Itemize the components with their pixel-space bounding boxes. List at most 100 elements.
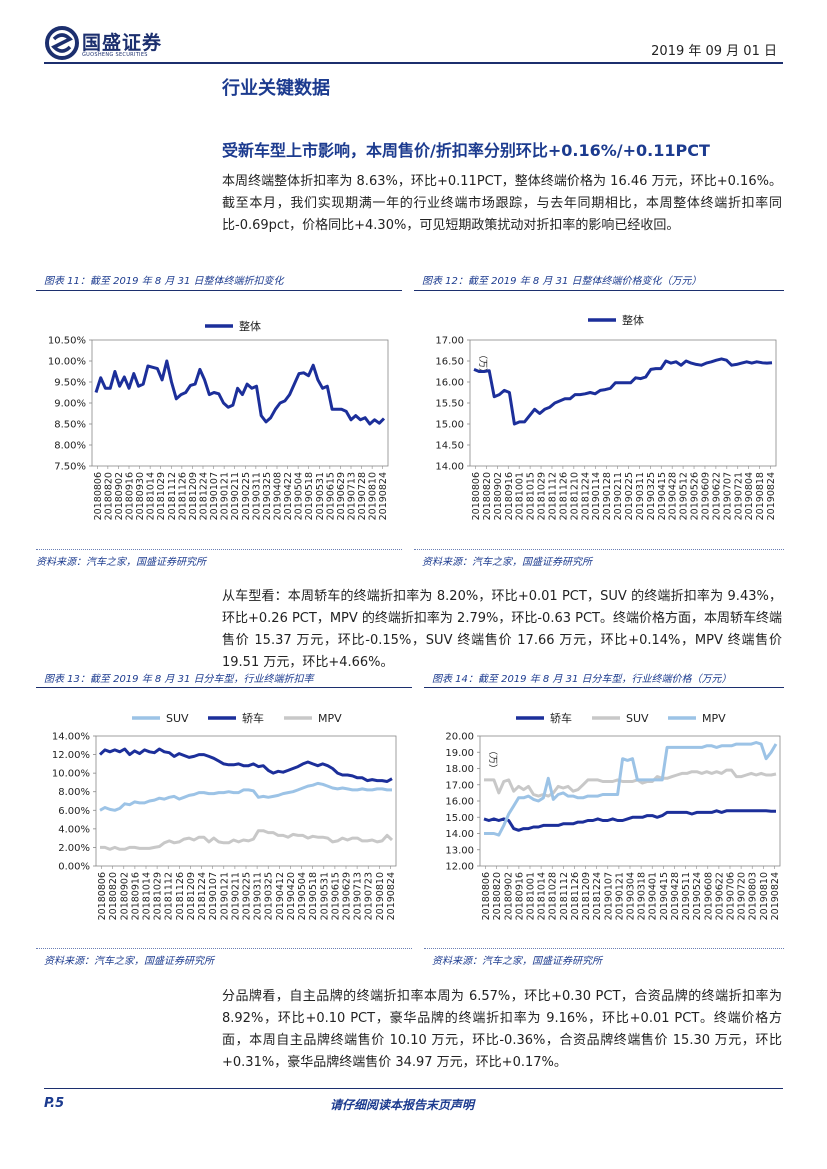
x-tick-label: 20190803	[748, 872, 759, 920]
x-tick-label: 20181209	[581, 872, 592, 920]
plot-frame	[91, 339, 389, 467]
y-tick-label: 10.50%	[48, 336, 86, 347]
x-tick-label: 20180806	[93, 472, 104, 520]
x-tick-label: 20181209	[186, 872, 197, 920]
legend-label: 整体	[622, 313, 644, 327]
y-tick-label: 16.00	[435, 378, 464, 389]
x-tick-label: 20190325	[262, 472, 273, 520]
x-tick-label: 20181014	[146, 472, 157, 520]
x-tick-label: 20190121	[220, 472, 231, 520]
x-tick-label: 20190428	[668, 472, 679, 520]
x-tick-label: 20181015	[526, 472, 537, 520]
y-tick-label: 15.00	[445, 813, 474, 824]
x-tick-label: 20181224	[592, 872, 603, 920]
y-tick-label: 19.00	[445, 748, 474, 759]
y-tick-label: 9.00%	[54, 399, 86, 410]
x-tick-label: 20190622	[711, 472, 722, 520]
x-tick-label: 20190128	[602, 472, 613, 520]
y-tick-label: 12.00	[445, 862, 474, 873]
x-tick-label: 20181126	[177, 472, 188, 520]
x-tick-label: 20190810	[375, 872, 386, 920]
x-tick-label: 20190401	[648, 872, 659, 920]
x-tick-label: 20180916	[514, 872, 525, 920]
x-tick-label: 20190818	[755, 472, 766, 520]
x-tick-label: 20181224	[197, 872, 208, 920]
y-tick-label: 6.00%	[58, 806, 90, 817]
x-tick-label: 20180820	[492, 872, 503, 920]
y-tick-label: 2.00%	[58, 843, 90, 854]
x-tick-label: 20181029	[156, 472, 167, 520]
x-tick-label: 20190304	[626, 872, 637, 920]
x-tick-label: 20190121	[219, 872, 230, 920]
x-tick-label: 20181112	[164, 872, 175, 920]
x-tick-label: 20190428	[670, 872, 681, 920]
x-tick-label: 20190713	[347, 472, 358, 520]
series-line-轿车	[98, 747, 393, 783]
x-tick-label: 20190824	[770, 872, 781, 920]
figure-13-title: 图表 13：截至 2019 年 8 月 31 日分车型，行业终端折扣率	[44, 674, 314, 685]
x-tick-label: 20181224	[580, 472, 591, 520]
company-logo-icon	[45, 26, 79, 60]
x-tick-label: 20190107	[603, 872, 614, 920]
x-tick-label: 20190531	[315, 472, 326, 520]
x-tick-label: 20181001	[526, 872, 537, 920]
y-tick-label: 18.00	[445, 764, 474, 775]
x-tick-label: 20190524	[692, 872, 703, 920]
y-tick-label: 13.00	[445, 845, 474, 856]
series-line-MPV	[484, 741, 778, 837]
x-tick-label: 20190615	[325, 472, 336, 520]
footer-rule	[44, 1088, 783, 1089]
x-tick-label: 20190608	[703, 872, 714, 920]
series-line-整体	[473, 357, 773, 426]
figure-12-bottom-rule	[414, 549, 784, 550]
figure-13-source: 资料来源：汽车之家，国盛证券研究所	[44, 956, 214, 967]
x-tick-label: 20190518	[308, 872, 319, 920]
plot-frame	[479, 735, 781, 867]
report-date: 2019 年 09 月 01 日	[651, 44, 777, 59]
x-tick-label: 20190721	[733, 472, 744, 520]
chart-discount-by-type: 0.00% 2.00% 4.00% 6.00% 8.00% 10.00% 12.00% 14.…	[52, 711, 397, 920]
y-tick-label: 14.00	[445, 829, 474, 840]
series-line-SUV	[484, 768, 777, 798]
x-tick-label: 20181210	[569, 472, 580, 520]
x-tick-label: 20190325	[264, 872, 275, 920]
x-tick-label: 20181001	[515, 472, 526, 520]
x-tick-label: 20190211	[230, 872, 241, 920]
x-tick-label: 20190408	[273, 472, 284, 520]
x-tick-label: 20190824	[386, 872, 397, 920]
x-tick-label: 20190225	[624, 472, 635, 520]
x-tick-label: 20190311	[635, 472, 646, 520]
x-tick-label: 20180902	[114, 472, 125, 520]
x-tick-label: 20190518	[304, 472, 315, 520]
figure-12-top-rule	[414, 290, 784, 291]
legend-label: 轿车	[242, 711, 264, 725]
x-tick-label: 20180916	[504, 472, 515, 520]
y-tick-label: 17.00	[445, 780, 474, 791]
y-tick-label: 4.00%	[58, 824, 90, 835]
x-tick-label: 20190225	[241, 472, 252, 520]
section-title: 行业关键数据	[222, 78, 330, 99]
x-tick-label: 20190211	[230, 472, 241, 520]
x-tick-label: 20190121	[614, 872, 625, 920]
y-axis-label: （万）	[477, 350, 488, 377]
x-tick-label: 20190824	[378, 472, 389, 520]
x-tick-label: 20181126	[175, 872, 186, 920]
x-tick-label: 20180930	[135, 472, 146, 520]
y-tick-label: 14.50	[435, 441, 464, 452]
figure-11-source: 资料来源：汽车之家，国盛证券研究所	[36, 557, 206, 568]
y-tick-label: 14.00%	[52, 732, 90, 743]
y-tick-label: 0.00%	[58, 862, 90, 873]
figure-14-top-rule	[424, 687, 784, 688]
figure-11-title: 图表 11：截至 2019 年 8 月 31 日整体终端折扣变化	[44, 276, 284, 287]
plot-frame	[95, 735, 397, 867]
y-tick-label: 12.00%	[52, 750, 90, 761]
x-tick-label: 20190412	[275, 872, 286, 920]
y-tick-label: 15.00	[435, 420, 464, 431]
x-tick-label: 20180806	[481, 872, 492, 920]
plot-frame	[469, 339, 777, 467]
legend-label: MPV	[702, 712, 726, 725]
x-tick-label: 20190504	[294, 472, 305, 520]
x-tick-label: 20190422	[283, 472, 294, 520]
x-tick-label: 20190810	[368, 472, 379, 520]
x-tick-label: 20181028	[548, 872, 559, 920]
